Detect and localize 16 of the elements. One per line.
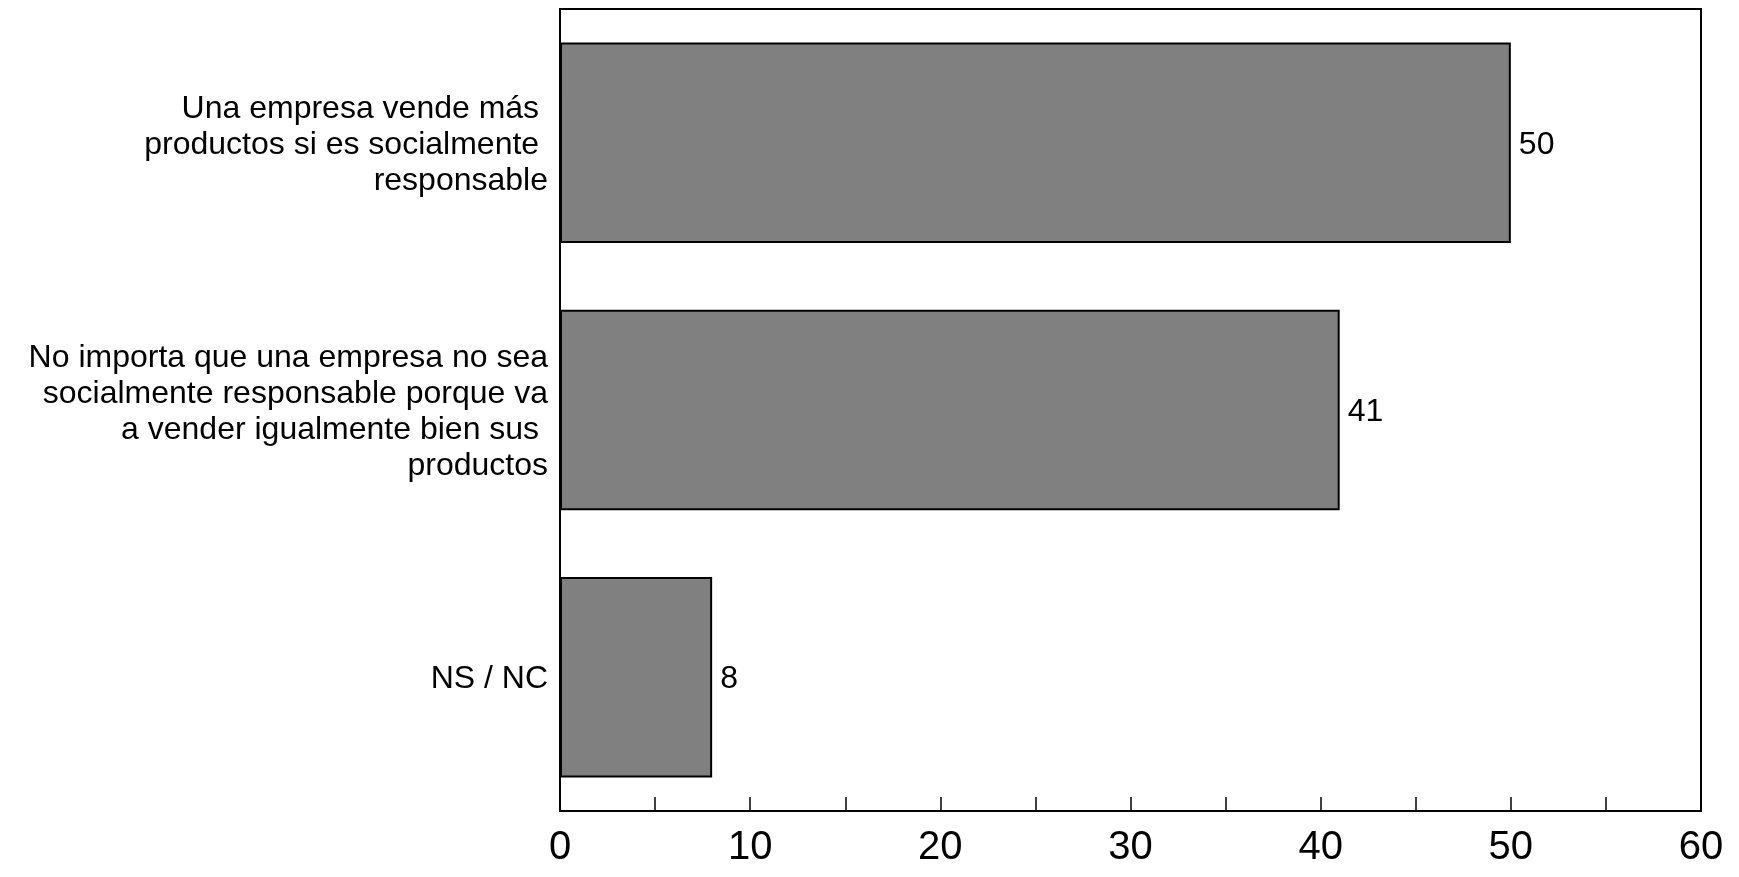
y-tick-label: Una empresa vende más productos si es socialmente responsable xyxy=(144,88,548,197)
x-tick-label: 10 xyxy=(727,823,773,867)
x-tick-label: 20 xyxy=(918,823,963,867)
bar xyxy=(560,42,1511,243)
x-tick-label: 60 xyxy=(1678,823,1724,867)
y-tick-label: NS / NC xyxy=(430,659,548,696)
x-tick-label: 40 xyxy=(1298,823,1343,867)
data-label: 41 xyxy=(1347,392,1384,428)
x-tick-label: 30 xyxy=(1108,823,1153,867)
data-label: 50 xyxy=(1518,124,1555,161)
bar xyxy=(560,577,713,778)
y-tick-label: No importa que una empresa no sea socialmente responsable porque va a vender igualmente bien sus productos xyxy=(28,338,549,482)
data-label: 8 xyxy=(720,659,738,696)
x-tick-label: 0 xyxy=(548,823,572,867)
x-tick-label: 50 xyxy=(1488,823,1534,867)
bar xyxy=(560,309,1340,511)
